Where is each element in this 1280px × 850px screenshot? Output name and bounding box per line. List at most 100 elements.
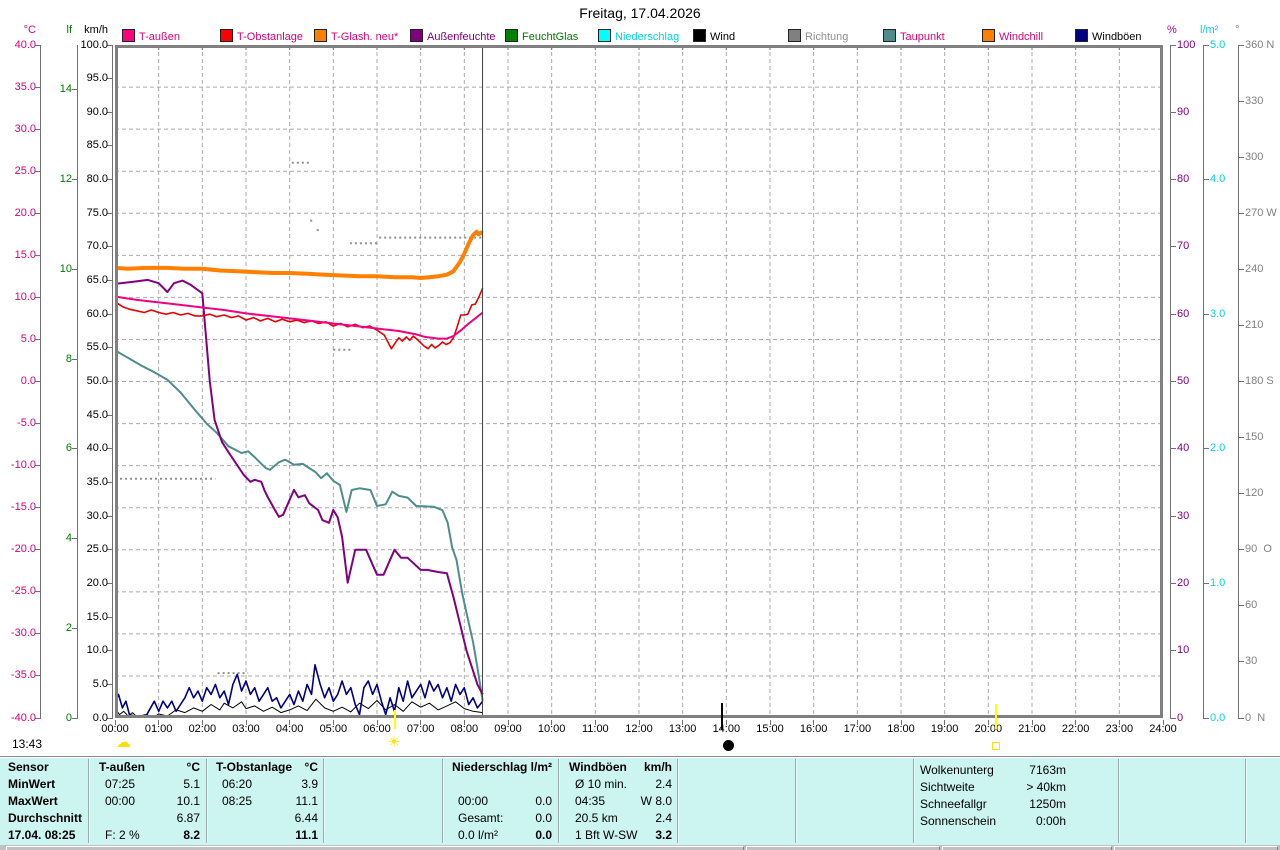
table-divider [88,759,89,843]
axis-line [1203,45,1204,719]
axis-tick [35,675,40,677]
axis-tick [35,381,40,382]
table-cell-time: 20.5 km [575,811,618,825]
axis-tick [1239,100,1244,102]
axis-tick [1204,582,1209,584]
axis-tick-label: 5.0 [20,332,36,345]
axis-tick [1239,661,1244,663]
axis-tick [72,89,77,91]
legend-item-windchill[interactable]: Windchill [982,29,1043,43]
x-axis-tick [420,720,422,725]
axis-tick-label: 50 [1177,375,1190,387]
moon-icon [722,740,734,751]
axis-tick-label: 85.0 [86,139,108,152]
x-axis-tick [856,720,858,725]
axis-tick [107,683,112,685]
table-col-unit: km/h [643,760,672,774]
axis-tick [72,268,77,270]
axis-tick-label: 55.0 [86,341,108,354]
info-value: > 40km [1026,780,1066,794]
table-cell-time: 06:20 [222,777,253,791]
axis-tick [35,465,40,467]
info-label: Sonnenschein [920,814,997,828]
axis-tick [1239,268,1244,270]
axis-tick [35,296,40,298]
axis-tick-label: 90.0 [86,105,108,118]
legend-label: Niederschlag [615,31,680,43]
axis-tick [1171,381,1176,382]
table-divider [558,759,559,843]
axis-tick-label: 10 [1177,644,1190,657]
legend-item-niederschlag[interactable]: Niederschlag [598,29,679,43]
table-cell-value: 5.1 [183,777,200,791]
table-cell-value: 8.2 [183,828,200,842]
axis-tick-label: 30.0 [14,122,36,135]
table-cell-value: 11.1 [295,794,318,808]
table-col-header: Windböen [569,760,627,774]
table-cell-time: Gesamt: [458,811,504,825]
legend-item-t-glash-neu-[interactable]: T-Glash. neu* [314,29,398,43]
axis-line [112,45,113,719]
axis-tick-label: 10.0 [86,644,108,657]
legend-swatch-icon [883,29,896,42]
day-length-cloud-icon: ☁ [116,734,131,751]
info-label: Sichtweite [920,780,975,794]
axis-tick [1171,448,1176,450]
axis-tick-label: 0.0 [92,711,108,724]
x-axis-tick [158,720,160,725]
axis-tick-label: 100.0 [80,38,108,51]
axis-tick [107,414,112,416]
axis-tick-label: 60.0 [86,307,108,320]
x-axis-label: 03:00 [232,723,260,735]
axis-tick [1171,179,1176,181]
legend-item-richtung[interactable]: Richtung [788,29,848,43]
axis-tick-label: 210 [1245,318,1264,331]
axis-tick-label: -25.0 [10,585,36,598]
axis-tick-label: 70.0 [86,240,108,253]
axis-tick-label: 6 [65,442,72,455]
axis-tick-label: 14 [59,83,72,96]
x-axis-tick [594,720,596,725]
x-axis-label: 06:00 [363,723,391,735]
axis-tick [35,549,40,551]
axis-tick-label: 35.0 [14,80,36,93]
table-divider [913,759,914,843]
table-cell-value: 2.4 [655,811,672,825]
series-windb-en [115,663,484,718]
series-taupunkt [115,349,484,702]
legend-item-au-enfeuchte[interactable]: Außenfeuchte [410,29,496,43]
axis-tick [107,650,112,652]
x-axis-tick [114,720,116,725]
axis-tick [72,627,77,629]
axis-tick [107,78,112,80]
legend-item-wind[interactable]: Wind [693,29,735,43]
legend-swatch-icon [1075,29,1088,42]
axis-tick-label: 3.0 [1210,307,1226,320]
x-axis-label: 01:00 [144,723,173,735]
legend-item-t-au-en[interactable]: T-außen [122,29,180,43]
axis-tick [107,246,112,248]
axis-tick-label: -35.0 [10,669,36,682]
axis-tick [35,212,40,214]
moon-tick [720,703,723,730]
legend-item-feuchtglas[interactable]: FeuchtGlas [505,29,578,43]
axis-tick [72,358,77,360]
plot-border [115,45,1163,718]
axis-tick-label: 240 [1245,262,1264,275]
axis-tick-label: 95.0 [86,72,108,85]
axis-tick [1239,549,1244,551]
axis-tick [1171,717,1176,719]
axis-tick-label: 30 [1245,655,1258,668]
x-axis-tick [944,720,946,725]
axis-tick [107,717,112,719]
legend-item-t-obstanlage[interactable]: T-Obstanlage [220,29,303,43]
info-label: Wolkenunterg [920,763,994,777]
axis-tick-label: 10 [59,262,72,275]
legend-label: FeuchtGlas [522,31,579,43]
axis-line [1238,45,1239,719]
legend-swatch-icon [693,29,706,42]
legend-item-windb-en[interactable]: Windböen [1075,29,1142,43]
series-wind [115,698,483,718]
legend-item-taupunkt[interactable]: Taupunkt [883,29,945,43]
table-divider [206,759,207,843]
